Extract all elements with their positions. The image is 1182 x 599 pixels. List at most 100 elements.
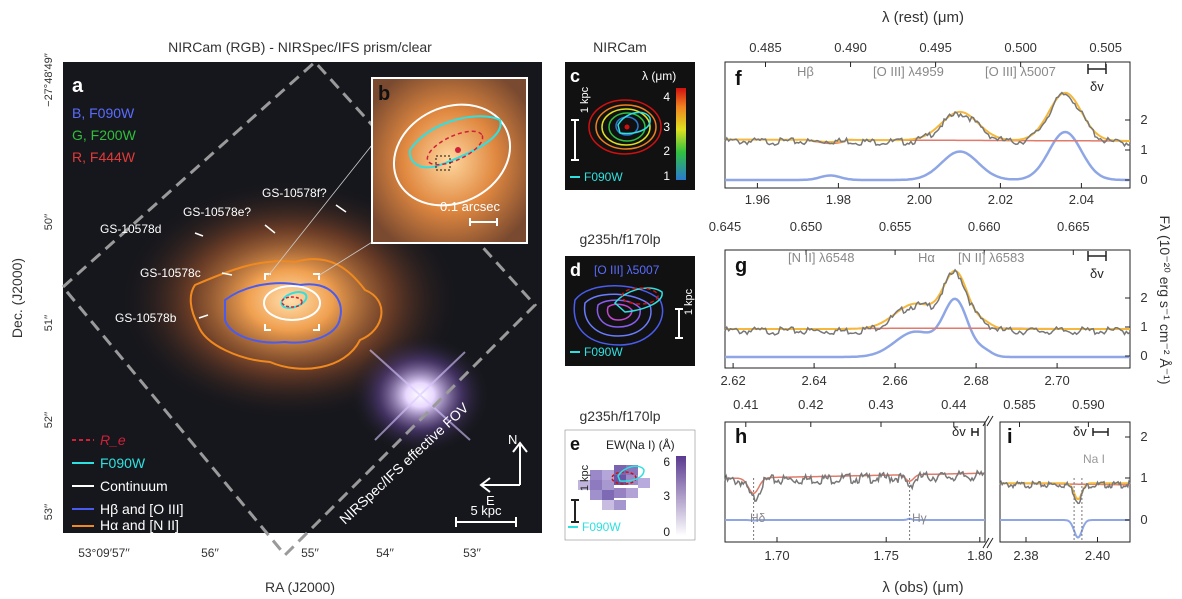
ra-tick-3: 54′′: [376, 546, 395, 560]
panel-f-top-tick-3: 0.500: [1004, 40, 1037, 55]
panel-g-top-tick-2: 0.655: [879, 219, 912, 234]
panel-c-colorbar: [676, 88, 686, 180]
panel-h-label: h: [735, 426, 747, 448]
panel-c-cbar-tick-1: 1: [663, 169, 670, 183]
panel-f-bottom-tick-3: 2.02: [988, 192, 1013, 207]
ifs-fov: [60, 59, 538, 558]
panel-c-cbar-title: λ (μm): [642, 69, 676, 83]
panel-g-bottom-tick-3: 2.68: [963, 373, 988, 388]
panel-h-bottom-tick-1: 1.75: [874, 548, 899, 563]
scale-bar-ticks: [455, 517, 517, 527]
panel-i-top-tick-1: 0.590: [1072, 397, 1105, 412]
dec-tick-0: −27°48′49′′: [43, 53, 55, 107]
filter-b: B, F090W: [72, 105, 135, 121]
panel-g-bottom-tick-2: 2.66: [882, 373, 907, 388]
panel-b-scale-bar: [469, 218, 498, 226]
panel-f-bottom-tick-0: 1.96: [745, 192, 770, 207]
axis-break-marks: [982, 415, 994, 549]
dec-tick-3: 52′′: [43, 412, 55, 428]
panel-d-scale-bar: [675, 308, 683, 339]
panel-i-dv-bar: [1092, 428, 1109, 436]
inset-pixel-box: [435, 155, 451, 171]
rest-wavelength-title: λ (rest) (μm): [882, 9, 964, 26]
ra-tick-1: 56′′: [201, 546, 220, 560]
panel-e-cbar-tick-0: 0: [663, 525, 670, 539]
panel-f-line-oiii5007: [O III] λ5007: [985, 64, 1056, 79]
inset-f090w-contour: [408, 115, 502, 169]
panel-e-cbar-title: EW(Na I) (Å): [606, 437, 675, 452]
ra-axis-label: RA (J2000): [265, 579, 335, 595]
panel-i-line-nai: Na I: [1083, 452, 1105, 466]
panel-i-dv-label: δv: [1073, 424, 1087, 439]
scale-bar-label: 5 kpc: [470, 503, 502, 518]
panel-h-top-tick-0: 0.41: [733, 397, 758, 412]
panel-g-bottom-tick-4: 2.70: [1044, 373, 1069, 388]
panel-f-components: [725, 130, 1130, 182]
dec-tick-2: 51′′: [43, 315, 55, 331]
panel-g-bottom-tick-1: 2.64: [801, 373, 826, 388]
compass-e: E: [486, 493, 495, 508]
panel-i-bottom-tick-1: 2.40: [1085, 548, 1110, 563]
panel-c-contour-3: [601, 108, 651, 146]
ra-tick-4: 53′′: [463, 546, 482, 560]
panel-c-title: NIRCam: [593, 39, 647, 55]
panel-g-line-nii6548: [N II] λ6548: [788, 250, 854, 265]
panel-f-y-tick-0: 2: [1140, 112, 1147, 127]
continuum-contour: [263, 285, 321, 321]
source-arrows: [194, 204, 347, 319]
panel-g-top-tick-1: 0.650: [790, 219, 823, 234]
panel-h-top-tick-3: 0.44: [941, 397, 966, 412]
zoom-line-1: [267, 144, 373, 277]
panel-g-line-halpha: Hα: [918, 250, 935, 265]
star-spikes: [369, 349, 471, 441]
panel-g-label: g: [735, 255, 747, 277]
panel-c-f090w-contour: [617, 111, 651, 135]
legend-continuum: Continuum: [100, 478, 168, 494]
panel-g-components: [725, 297, 1130, 359]
dec-tick-4: 53′′: [43, 504, 55, 520]
panel-f-bottom-tick-1: 1.98: [826, 192, 851, 207]
panel-e-colorbar: [676, 456, 686, 536]
legend-re: R_e: [100, 432, 126, 448]
panel-i-top-tick-0: 0.585: [1003, 397, 1036, 412]
panel-e-label: e: [570, 434, 580, 454]
panel-e-re-ellipse: [611, 471, 637, 485]
panel-g-top-tick-4: 0.665: [1057, 219, 1090, 234]
dec-tick-1: 50′′: [43, 214, 55, 230]
panel-h-bottom-tick-2: 1.80: [967, 548, 992, 563]
legend-hbeta: Hβ and [O III]: [100, 501, 184, 517]
panel-h-data: [724, 469, 986, 502]
panel-f-top-tick-1: 0.490: [834, 40, 867, 55]
panel-i-label: i: [1007, 426, 1013, 448]
panel-e-psf: F090W: [582, 520, 621, 534]
compass-n: N: [508, 432, 517, 447]
panel-h-line-hdelta: Hδ: [750, 511, 766, 525]
re-ellipse: [281, 296, 303, 308]
panel-i-data: [999, 479, 1131, 505]
inset-continuum-contour: [392, 103, 512, 207]
panel-b-label: b: [378, 83, 390, 105]
panel-d-contour-1: [573, 285, 664, 346]
panel-g-frame: [724, 249, 1131, 369]
panel-e-scale-bar: [571, 499, 579, 523]
panel-f-top-tick-2: 0.495: [919, 40, 952, 55]
panel-f-frame: [724, 61, 1131, 189]
panel-i-y-tick-1: 1: [1140, 470, 1147, 485]
panel-c-image: [565, 62, 695, 190]
zoom-box: [264, 273, 320, 331]
inset-re-ellipse: [426, 130, 484, 166]
obs-wavelength-title: λ (obs) (μm): [882, 579, 963, 596]
panel-f-label: f: [735, 68, 742, 90]
source-c-label: GS-10578c: [140, 266, 201, 280]
panel-f-data: [724, 91, 1131, 148]
panel-c-cbar-tick-2: 2: [663, 144, 670, 158]
panel-e-title: g235h/f170lp: [580, 408, 661, 424]
panel-f-line-oiii4959: [O III] λ4959: [873, 64, 944, 79]
panel-h-dv-label: δv: [952, 424, 966, 439]
panel-i-frame: [999, 421, 1131, 543]
panel-c-label: c: [570, 66, 580, 86]
panel-e-scale-label: 1 kpc: [579, 464, 591, 491]
panel-i-bottom-tick-0: 2.38: [1013, 548, 1038, 563]
panel-e-cbar-tick-3: 3: [663, 489, 670, 503]
